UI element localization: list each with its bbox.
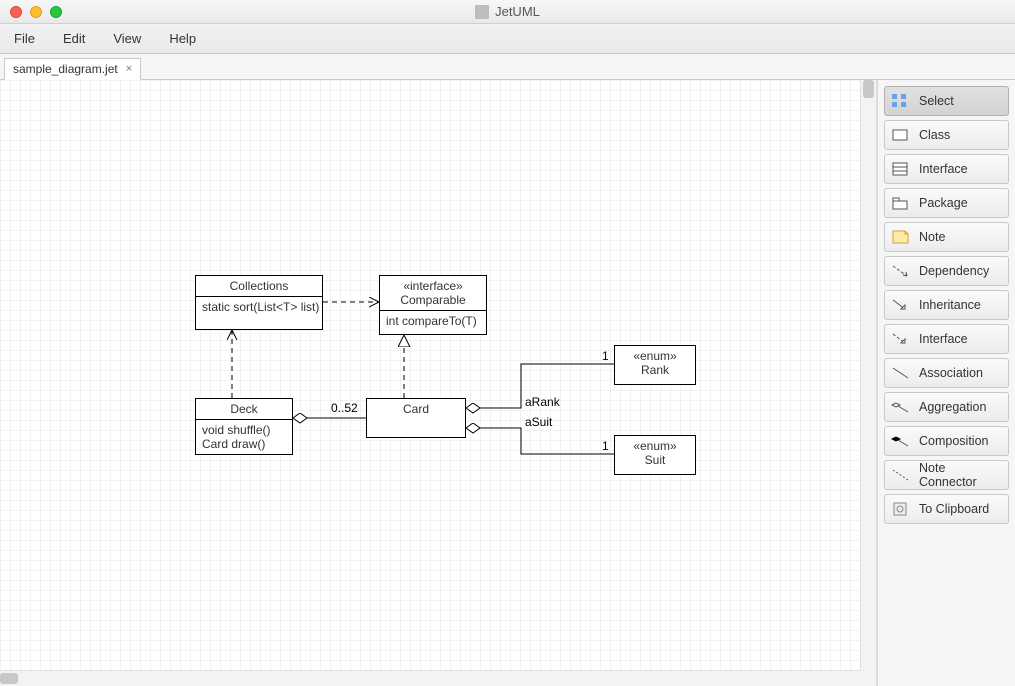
tool-clipboard[interactable]: To Clipboard — [884, 494, 1009, 524]
tool-interface[interactable]: Interface — [884, 154, 1009, 184]
close-icon[interactable]: × — [126, 63, 132, 75]
node-attrs: static sort(List<T> list) — [196, 296, 322, 317]
composition-icon — [891, 433, 911, 449]
tool-label: Note Connector — [919, 461, 1002, 489]
edges-layer — [0, 80, 860, 670]
canvas-scroll: Collectionsstatic sort(List<T> list) «int… — [0, 80, 876, 670]
uml-node-deck[interactable]: Deckvoid shuffle()Card draw() — [195, 398, 293, 455]
vertical-scrollbar[interactable] — [860, 80, 876, 670]
menu-view[interactable]: View — [113, 31, 141, 46]
edge-label: 0..52 — [331, 401, 358, 415]
tool-label: Note — [919, 230, 945, 244]
note-icon — [891, 229, 911, 245]
tool-label: Dependency — [919, 264, 989, 278]
tool-dependency[interactable]: Dependency — [884, 256, 1009, 286]
tool-note[interactable]: Note — [884, 222, 1009, 252]
tool-label: Association — [919, 366, 983, 380]
main: Collectionsstatic sort(List<T> list) «int… — [0, 80, 1015, 686]
tool-package[interactable]: Package — [884, 188, 1009, 218]
node-name: Comparable — [386, 293, 480, 307]
tab-diagram[interactable]: sample_diagram.jet × — [4, 58, 141, 80]
inheritance-icon — [891, 297, 911, 313]
tool-label: Composition — [919, 434, 988, 448]
titlebar: JetUML — [0, 0, 1015, 24]
aggregation-icon — [891, 399, 911, 415]
menu-help[interactable]: Help — [169, 31, 196, 46]
node-ops: void shuffle()Card draw() — [196, 419, 292, 454]
uml-node-suit[interactable]: «enum»Suit — [614, 435, 696, 475]
tab-label: sample_diagram.jet — [13, 62, 118, 76]
tool-label: Interface — [919, 332, 968, 346]
uml-node-card[interactable]: Card — [366, 398, 466, 438]
clipboard-icon — [891, 501, 911, 517]
tool-label: Inheritance — [919, 298, 981, 312]
toolbox: Select Class Interface Package Note Dependenc… — [877, 80, 1015, 686]
tool-interface-rel[interactable]: Interface — [884, 324, 1009, 354]
node-name: Collections — [196, 276, 322, 296]
dependency-icon — [891, 263, 911, 279]
select-icon — [891, 93, 911, 109]
uml-node-collections[interactable]: Collectionsstatic sort(List<T> list) — [195, 275, 323, 330]
node-name: Card — [367, 399, 465, 419]
window-title: JetUML — [495, 4, 540, 19]
edge-label: 1 — [602, 349, 609, 363]
tool-inheritance[interactable]: Inheritance — [884, 290, 1009, 320]
window-title-wrap: JetUML — [0, 4, 1015, 19]
tool-label: Package — [919, 196, 968, 210]
edge-label: aRank — [525, 395, 560, 409]
tool-class[interactable]: Class — [884, 120, 1009, 150]
stereotype: «interface» — [386, 279, 480, 293]
app-icon — [475, 5, 489, 19]
noteconn-icon — [891, 467, 911, 483]
tool-label: Interface — [919, 162, 968, 176]
tabstrip: sample_diagram.jet × — [0, 54, 1015, 80]
node-name: Suit — [621, 453, 689, 467]
uml-node-rank[interactable]: «enum»Rank — [614, 345, 696, 385]
menubar: File Edit View Help — [0, 24, 1015, 54]
uml-node-comparable[interactable]: «interface»Comparable int compareTo(T) — [379, 275, 487, 335]
horizontal-scrollbar[interactable] — [0, 670, 860, 686]
tool-label: Aggregation — [919, 400, 986, 414]
tool-label: Select — [919, 94, 954, 108]
stereotype: «enum» — [621, 439, 689, 453]
edge-label: aSuit — [525, 415, 552, 429]
edge-e6[interactable] — [466, 428, 614, 454]
tool-select[interactable]: Select — [884, 86, 1009, 116]
node-name: Deck — [196, 399, 292, 419]
interface-rel-icon — [891, 331, 911, 347]
menu-file[interactable]: File — [14, 31, 35, 46]
tool-label: To Clipboard — [919, 502, 989, 516]
package-icon — [891, 195, 911, 211]
tool-association[interactable]: Association — [884, 358, 1009, 388]
node-ops: int compareTo(T) — [380, 310, 486, 331]
canvas-area: Collectionsstatic sort(List<T> list) «int… — [0, 80, 877, 686]
tool-composition[interactable]: Composition — [884, 426, 1009, 456]
node-name: Rank — [621, 363, 689, 377]
diagram-canvas[interactable]: Collectionsstatic sort(List<T> list) «int… — [0, 80, 860, 670]
edge-label: 1 — [602, 439, 609, 453]
tool-noteconn[interactable]: Note Connector — [884, 460, 1009, 490]
class-icon — [891, 127, 911, 143]
scroll-corner — [860, 670, 876, 686]
interface-icon — [891, 161, 911, 177]
stereotype: «enum» — [621, 349, 689, 363]
tool-aggregation[interactable]: Aggregation — [884, 392, 1009, 422]
menu-edit[interactable]: Edit — [63, 31, 85, 46]
tool-label: Class — [919, 128, 950, 142]
association-icon — [891, 365, 911, 381]
